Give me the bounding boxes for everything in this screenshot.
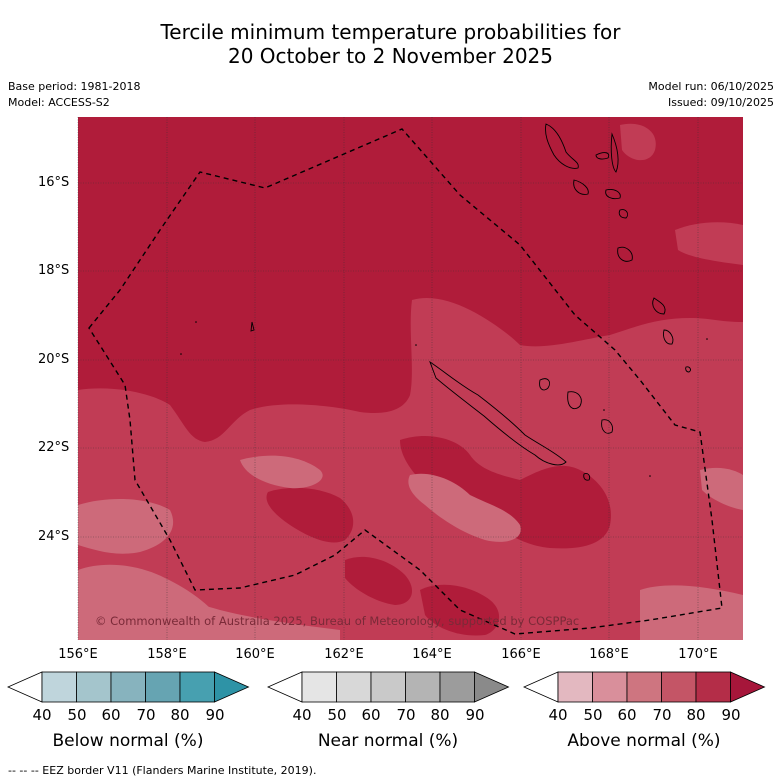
above-normal-extend-low: [523, 671, 559, 703]
below-tick-40: 40: [32, 706, 52, 724]
lat-label-20s: 20°S: [38, 352, 70, 367]
field-above-80-southwest: [345, 556, 413, 605]
above-tick-60: 60: [617, 706, 637, 724]
vanuatu-erromango: [617, 246, 633, 262]
vanuatu-ambrym: [605, 189, 621, 200]
below-tick-70: 70: [136, 706, 156, 724]
field-above-70-east-1: [675, 222, 743, 265]
eez-footnote: -- -- -- EEZ border V11 (Flanders Marine…: [8, 764, 317, 777]
model-run: Model run: 06/10/2025: [648, 80, 774, 93]
small-islet-east: [685, 366, 691, 373]
vanuatu-north: [595, 152, 610, 160]
lat-label-22s: 22°S: [38, 440, 70, 455]
above-normal-bin-2: [592, 671, 628, 703]
field-above-70-south: [78, 298, 743, 640]
issued-date: Issued: 09/10/2025: [667, 96, 774, 109]
lon-label-166e: 166°E: [501, 647, 541, 662]
above-normal-bin-3: [626, 671, 662, 703]
near-normal-bin-5: [439, 671, 475, 703]
lon-label-162e: 162°E: [324, 647, 364, 662]
below-normal-bin-3: [110, 671, 146, 703]
below-normal-bin-2: [76, 671, 112, 703]
eez-border: [88, 128, 723, 635]
above-tick-50: 50: [583, 706, 603, 724]
near-normal-extend-low: [267, 671, 303, 703]
below-normal-extend-high: [214, 671, 250, 703]
below-normal-bin-4: [145, 671, 181, 703]
title-line-2: 20 October to 2 November 2025: [227, 44, 554, 68]
lat-label-16s: 16°S: [38, 175, 70, 190]
near-tick-60: 60: [361, 706, 381, 724]
near-tick-80: 80: [430, 706, 450, 724]
near-normal-bin-3: [370, 671, 406, 703]
near-normal-bin-2: [336, 671, 372, 703]
vanuatu-malakula: [573, 179, 589, 195]
coastlines: [250, 123, 691, 481]
near-tick-70: 70: [396, 706, 416, 724]
near-normal-bin-4: [405, 671, 441, 703]
below-normal-extend-low: [7, 671, 43, 703]
base-period: Base period: 1981-2018: [8, 80, 141, 93]
field-above-60-east: [700, 467, 743, 510]
loyalty-islands-1: [539, 378, 551, 391]
above-tick-40: 40: [548, 706, 568, 724]
above-tick-70: 70: [652, 706, 672, 724]
gridlines: [77, 117, 743, 640]
below-normal-bin-5: [179, 671, 215, 703]
field-above-80-west: [266, 487, 354, 543]
chesterfield-islet: [250, 321, 255, 332]
near-tick-90: 90: [465, 706, 485, 724]
below-tick-60: 60: [101, 706, 121, 724]
above-tick-90: 90: [721, 706, 741, 724]
vanuatu-aneityum: [663, 329, 674, 345]
below-normal-bin-1: [41, 671, 77, 703]
loyalty-islands-2: [567, 391, 582, 410]
above-normal-bin-4: [661, 671, 697, 703]
field-above-60-southwest: [78, 498, 174, 554]
vanuatu-maewo: [610, 132, 619, 173]
copyright-notice: © Commonwealth of Australia 2025, Bureau…: [95, 614, 580, 628]
above-normal-title: Above normal (%): [567, 731, 721, 751]
field-above-80-center: [400, 435, 611, 549]
lon-label-156e: 156°E: [58, 647, 98, 662]
field-above-60-south-central: [240, 455, 323, 489]
lon-label-168e: 168°E: [589, 647, 629, 662]
above-normal-bin-1: [557, 671, 593, 703]
lon-label-164e: 164°E: [412, 647, 452, 662]
title-line-1: Tercile minimum temperature probabilitie…: [160, 20, 621, 44]
near-normal-bin-1: [301, 671, 337, 703]
below-tick-90: 90: [205, 706, 225, 724]
model-name: Model: ACCESS-S2: [8, 96, 110, 109]
vanuatu-tanna: [652, 297, 666, 315]
small-islets: [180, 321, 708, 477]
vanuatu-espiritu-santo: [545, 123, 579, 169]
above-normal-bin-5: [695, 671, 731, 703]
below-normal-title: Below normal (%): [52, 731, 204, 751]
field-above-60-south-strip: [78, 594, 340, 640]
near-tick-50: 50: [327, 706, 347, 724]
vanuatu-efate: [618, 209, 629, 219]
lon-label-158e: 158°E: [147, 647, 187, 662]
above-tick-80: 80: [686, 706, 706, 724]
near-tick-40: 40: [292, 706, 312, 724]
lat-label-24s: 24°S: [38, 529, 70, 544]
lat-label-18s: 18°S: [38, 263, 70, 278]
colorbars: [7, 671, 766, 703]
probability-field: [78, 117, 743, 640]
field-above-60-south-central-2: [408, 473, 521, 542]
above-normal-extend-high: [730, 671, 766, 703]
near-normal-extend-high: [474, 671, 510, 703]
lon-label-170e: 170°E: [678, 647, 718, 662]
loyalty-islands-3: [601, 419, 613, 434]
isle-of-pines: [583, 473, 591, 481]
field-above-80-south: [420, 584, 500, 636]
new-caledonia-mainland: [429, 360, 567, 466]
near-normal-title: Near normal (%): [317, 731, 459, 751]
below-tick-50: 50: [67, 706, 87, 724]
below-tick-80: 80: [170, 706, 190, 724]
field-above-70-east-2: [620, 123, 656, 161]
lon-label-160e: 160°E: [235, 647, 275, 662]
